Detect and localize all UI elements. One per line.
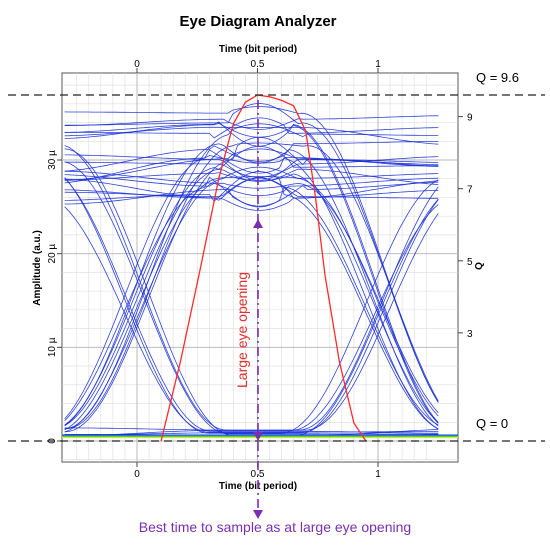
x-tick-label-top: 0 bbox=[134, 59, 140, 70]
y-tick-label-left: 20 µ bbox=[47, 244, 58, 264]
y-tick-label-right: 9 bbox=[467, 113, 473, 124]
eye-trace bbox=[64, 142, 439, 429]
y-tick-label-right: 3 bbox=[467, 329, 473, 340]
eye-trace bbox=[64, 103, 439, 403]
x-tick-label-bottom: 1 bbox=[375, 469, 381, 480]
chart-title: Eye Diagram Analyzer bbox=[179, 13, 336, 30]
eye-trace bbox=[64, 178, 439, 434]
eye-trace bbox=[64, 199, 439, 436]
y-tick-label-right: 5 bbox=[467, 257, 473, 268]
eye-trace bbox=[64, 145, 439, 427]
eye-trace bbox=[64, 166, 439, 433]
sample-time-caption: Best time to sample as at large eye open… bbox=[139, 519, 411, 535]
eye-trace bbox=[64, 145, 439, 431]
eye-trace bbox=[64, 123, 439, 430]
x-tick-label-bottom: 0 bbox=[134, 469, 140, 480]
eye-trace bbox=[64, 206, 439, 433]
eye-opening-label: Large eye opening bbox=[234, 272, 250, 388]
eye-trace bbox=[64, 170, 439, 413]
x-axis-label-top: Time (bit period) bbox=[219, 44, 297, 55]
eye-trace bbox=[64, 145, 439, 426]
eye-trace bbox=[64, 177, 439, 434]
eye-trace bbox=[64, 149, 439, 420]
eye-trace bbox=[64, 155, 439, 430]
x-tick-label-top: 1 bbox=[375, 59, 381, 70]
eye-opening-arrow-top bbox=[253, 219, 263, 228]
eye-trace bbox=[64, 177, 439, 199]
eye-trace bbox=[64, 178, 439, 211]
y-tick-label-left: 10 µ bbox=[47, 337, 58, 357]
eye-trace bbox=[64, 172, 439, 423]
y-axis-label-right: Q bbox=[474, 262, 485, 270]
q-max-label: Q = 9.6 bbox=[476, 70, 519, 85]
y-tick-label-left: 30 µ bbox=[47, 150, 58, 170]
eye-trace bbox=[64, 154, 439, 181]
eye-trace bbox=[64, 140, 439, 427]
q-min-label: Q = 0 bbox=[476, 416, 508, 431]
eye-trace bbox=[64, 156, 439, 178]
plot-grid bbox=[62, 73, 458, 462]
y-axis-label-left: Amplitude (a.u.) bbox=[32, 230, 43, 306]
eye-trace bbox=[64, 161, 439, 435]
sample-arrow-head bbox=[253, 510, 263, 519]
x-tick-label-top: 0.5 bbox=[251, 59, 265, 70]
y-tick-label-right: 7 bbox=[467, 185, 473, 196]
eye-trace bbox=[64, 174, 439, 197]
eye-trace bbox=[64, 115, 439, 130]
eye-opening-arrow-bottom bbox=[253, 432, 263, 441]
eye-trace bbox=[64, 106, 439, 403]
eye-traces bbox=[64, 103, 439, 437]
eye-trace bbox=[64, 121, 439, 423]
q-factor-curve bbox=[160, 94, 367, 442]
eye-trace bbox=[64, 181, 439, 207]
eye-trace bbox=[64, 122, 439, 424]
plot-area bbox=[61, 72, 459, 463]
